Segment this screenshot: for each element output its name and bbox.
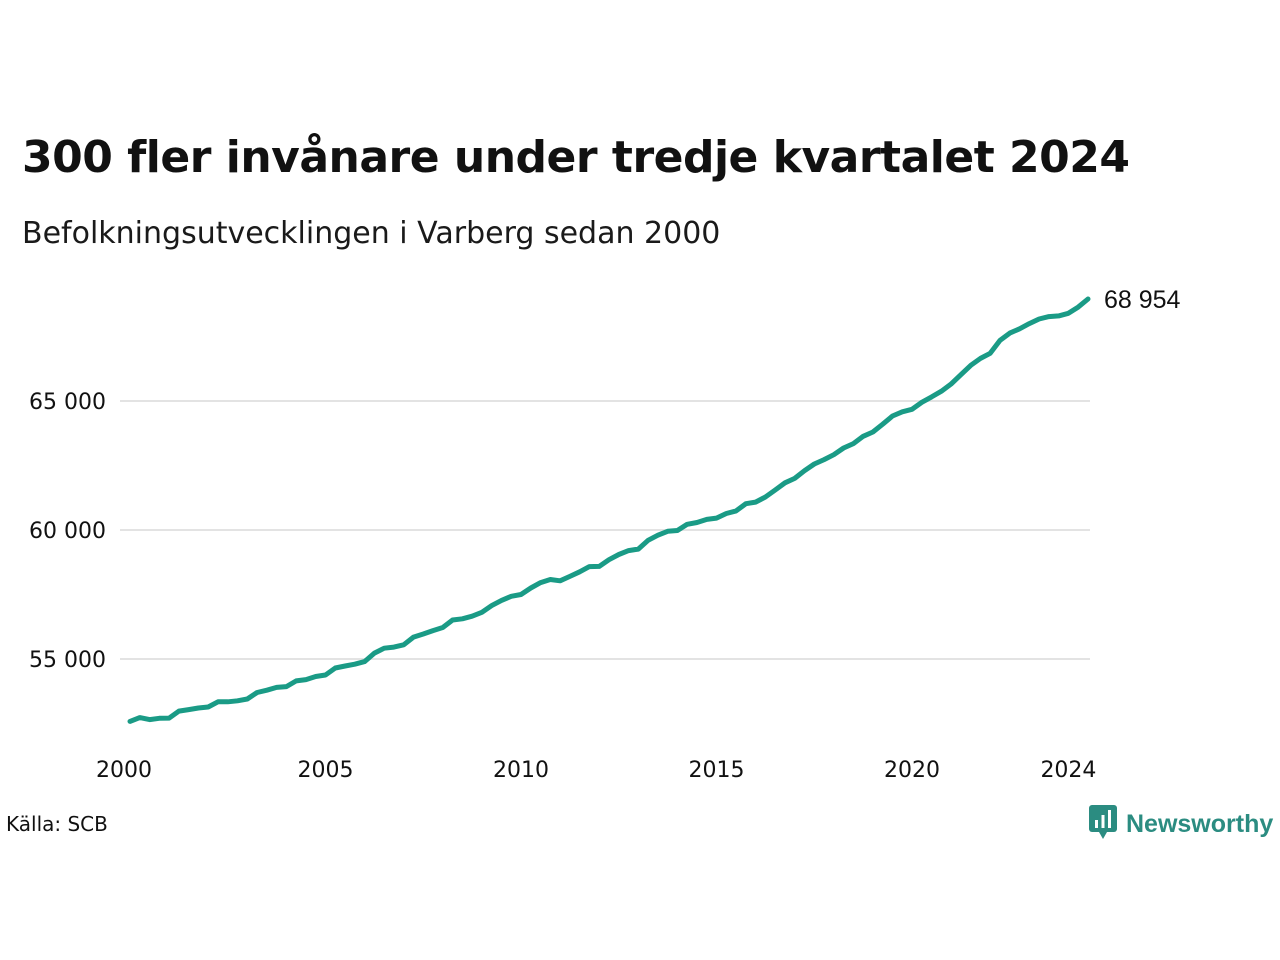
x-tick-label: 2020 bbox=[884, 758, 940, 783]
x-tick-label: 2005 bbox=[298, 758, 354, 783]
series-line bbox=[127, 296, 1091, 724]
x-tick-label: 2000 bbox=[96, 758, 152, 783]
source-note: Källa: SCB bbox=[6, 812, 108, 836]
chart-subtitle: Befolkningsutvecklingen i Varberg sedan … bbox=[22, 216, 721, 251]
y-tick-label: 55 000 bbox=[29, 648, 106, 673]
newsworthy-logo[interactable]: Newsworthy bbox=[1088, 804, 1273, 844]
x-tick-label: 2010 bbox=[493, 758, 549, 783]
x-axis-tick-labels: 2000 2005 2010 2015 2020 2024 bbox=[96, 758, 1096, 783]
brand-name: Newsworthy bbox=[1126, 809, 1274, 838]
x-tick-label: 2024 bbox=[1040, 758, 1096, 783]
y-tick-label: 65 000 bbox=[29, 390, 106, 415]
end-value-label: 68 954 bbox=[1104, 286, 1181, 314]
chart-title: 300 fler invånare under tredje kvartalet… bbox=[22, 132, 1130, 183]
y-tick-label: 60 000 bbox=[29, 519, 106, 544]
y-axis-tick-labels: 55 000 60 000 65 000 bbox=[29, 390, 106, 673]
x-tick-label: 2015 bbox=[689, 758, 745, 783]
newsworthy-chart-icon bbox=[1088, 804, 1118, 844]
grid-lines bbox=[120, 400, 1090, 660]
